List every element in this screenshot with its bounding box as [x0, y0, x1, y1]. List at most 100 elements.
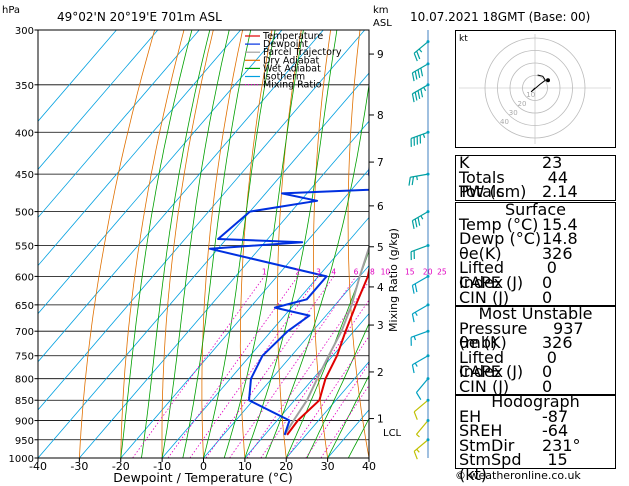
mixing-ratio-label: 4	[331, 267, 336, 276]
mixing-ratio-label: 15	[405, 267, 415, 276]
pressure-tick-label: 750	[15, 352, 34, 363]
pressure-tick-label: 500	[15, 208, 34, 219]
isotherm-line	[38, 72, 369, 458]
wind-barb-flag	[417, 69, 421, 79]
wind-barb-half	[418, 48, 423, 53]
dry-adiabat-line	[201, 30, 243, 458]
wind-barb-flag	[411, 285, 415, 294]
wind-barb-dot	[426, 303, 430, 307]
mixing-ratio-label: 10	[381, 267, 391, 276]
wind-barb	[411, 274, 430, 294]
isotherm-line	[38, 30, 117, 122]
km-tick-label: 2	[377, 367, 384, 379]
km-tick-label: 1	[377, 414, 384, 426]
pressure-tick-label: 400	[15, 128, 34, 139]
temperature-tick-label: 10	[238, 460, 252, 473]
wind-barb	[413, 398, 430, 420]
km-tick-label: 9	[377, 49, 384, 61]
mixing-ratio-line	[286, 335, 369, 458]
wind-barb-dot	[426, 172, 430, 176]
wind-barb-flag	[420, 88, 424, 98]
wind-barb-flag	[414, 283, 418, 293]
surface-title: Surface	[505, 200, 566, 219]
temperature-tick-label: 30	[321, 460, 335, 473]
surface-row: CIN (J) 0	[459, 287, 553, 307]
wind-barb-staff	[412, 304, 429, 315]
wind-barb-flag	[417, 217, 421, 226]
mixing-ratio-line	[167, 276, 299, 458]
mixing-ratio-label: 8	[370, 267, 375, 276]
wind-barb-half	[414, 311, 418, 317]
pressure-tick-label: 300	[15, 26, 34, 37]
wind-barb-flag	[411, 313, 415, 323]
wind-barb-half	[416, 176, 418, 181]
dewpoint-line	[208, 159, 369, 436]
wind-barb	[408, 172, 430, 186]
parcel-trajectory-line	[283, 244, 369, 436]
wind-barb-dot	[426, 419, 430, 423]
wind-barb-flag	[414, 92, 418, 101]
mixing-ratio-label: 6	[354, 267, 359, 276]
dry-adiabat-line	[313, 30, 331, 458]
wind-barb-flag	[415, 392, 422, 400]
mu-row: Pressure (mb) 937	[459, 318, 584, 353]
legend-label: Parcel Trajectory	[263, 47, 342, 58]
hodo-row: StmDir 231°	[459, 435, 581, 455]
surface-row: CAPE (J) 0	[459, 272, 553, 292]
pressure-tick-label: 850	[15, 396, 34, 407]
index-row: K 23	[459, 153, 563, 172]
pressure-tick-label: 900	[15, 417, 34, 428]
isotherm-line	[38, 30, 159, 170]
wet-adiabat-line	[306, 322, 369, 458]
km-tick-label: 8	[377, 110, 384, 122]
mu-row: CIN (J) 0	[459, 376, 553, 396]
mixing-ratio-line	[229, 276, 357, 458]
temperature-tick-label: -40	[29, 460, 47, 473]
hodograph-ring-label: 20	[518, 100, 527, 108]
isotherm-line	[285, 361, 369, 458]
dry-adiabat-line	[161, 30, 214, 458]
wind-barb-dot	[426, 329, 430, 333]
temperature-tick-label: -10	[153, 460, 171, 473]
hodograph-frame	[455, 30, 616, 148]
mu-row: CAPE (J) 0	[459, 362, 553, 382]
wet-adiabat-line	[182, 30, 252, 458]
dry-adiabat-line	[414, 30, 451, 458]
legend-label: Temperature	[262, 31, 323, 42]
hodograph-ring-label: 40	[500, 118, 509, 126]
hodograph-ring-label: 30	[509, 109, 518, 117]
mixing-ratio-label: 2	[295, 267, 300, 276]
pressure-tick-label: 450	[15, 170, 34, 181]
wind-barb-flag	[413, 53, 418, 62]
wind-barb-dot	[426, 130, 430, 134]
isotherm-line	[38, 30, 241, 267]
hodo-row: StmSpd (kt) 15	[459, 450, 568, 484]
most-unstable-box: Most Unstable Pressure (mb) 937 θe (K) 326…	[455, 306, 616, 396]
wind-barb-flag	[411, 176, 415, 186]
wind-barb-flag	[414, 218, 418, 228]
pressure-tick-label: 950	[15, 436, 34, 447]
wind-barb-half	[413, 336, 417, 341]
surface-box: Surface Temp (°C) 15.4 Dewp (°C) 14.8 θe(K…	[455, 200, 616, 307]
legend-label: Dry Adiabat	[263, 55, 320, 66]
wind-barb-dot	[426, 377, 430, 381]
wind-barb-flag	[413, 411, 418, 420]
km-tick-label: 6	[377, 201, 384, 213]
wind-barb-flag	[413, 451, 418, 460]
mixing-ratio-label: 3	[316, 267, 321, 276]
wind-barb-flag	[411, 93, 415, 103]
copyright-footer[interactable]: © weatheronline.co.uk	[455, 469, 581, 482]
mixing-ratio-line	[246, 280, 369, 458]
wind-barb	[411, 210, 430, 229]
pressure-tick-label: 600	[15, 272, 34, 283]
wet-adiabat-line	[141, 30, 211, 458]
legend-label: Dewpoint	[263, 39, 308, 50]
location-title: 49°02'N 20°19'E 701m ASL	[57, 10, 222, 24]
wind-barb-dot	[426, 40, 430, 44]
wind-barb-dot	[426, 62, 430, 66]
temperature-tick-label: -20	[112, 460, 130, 473]
mixing-ratio-line	[132, 276, 265, 458]
pressure-tick-label: 550	[15, 242, 34, 253]
surface-row: Dewp (°C) 14.8	[459, 229, 578, 249]
mixing-ratio-line	[320, 384, 369, 458]
